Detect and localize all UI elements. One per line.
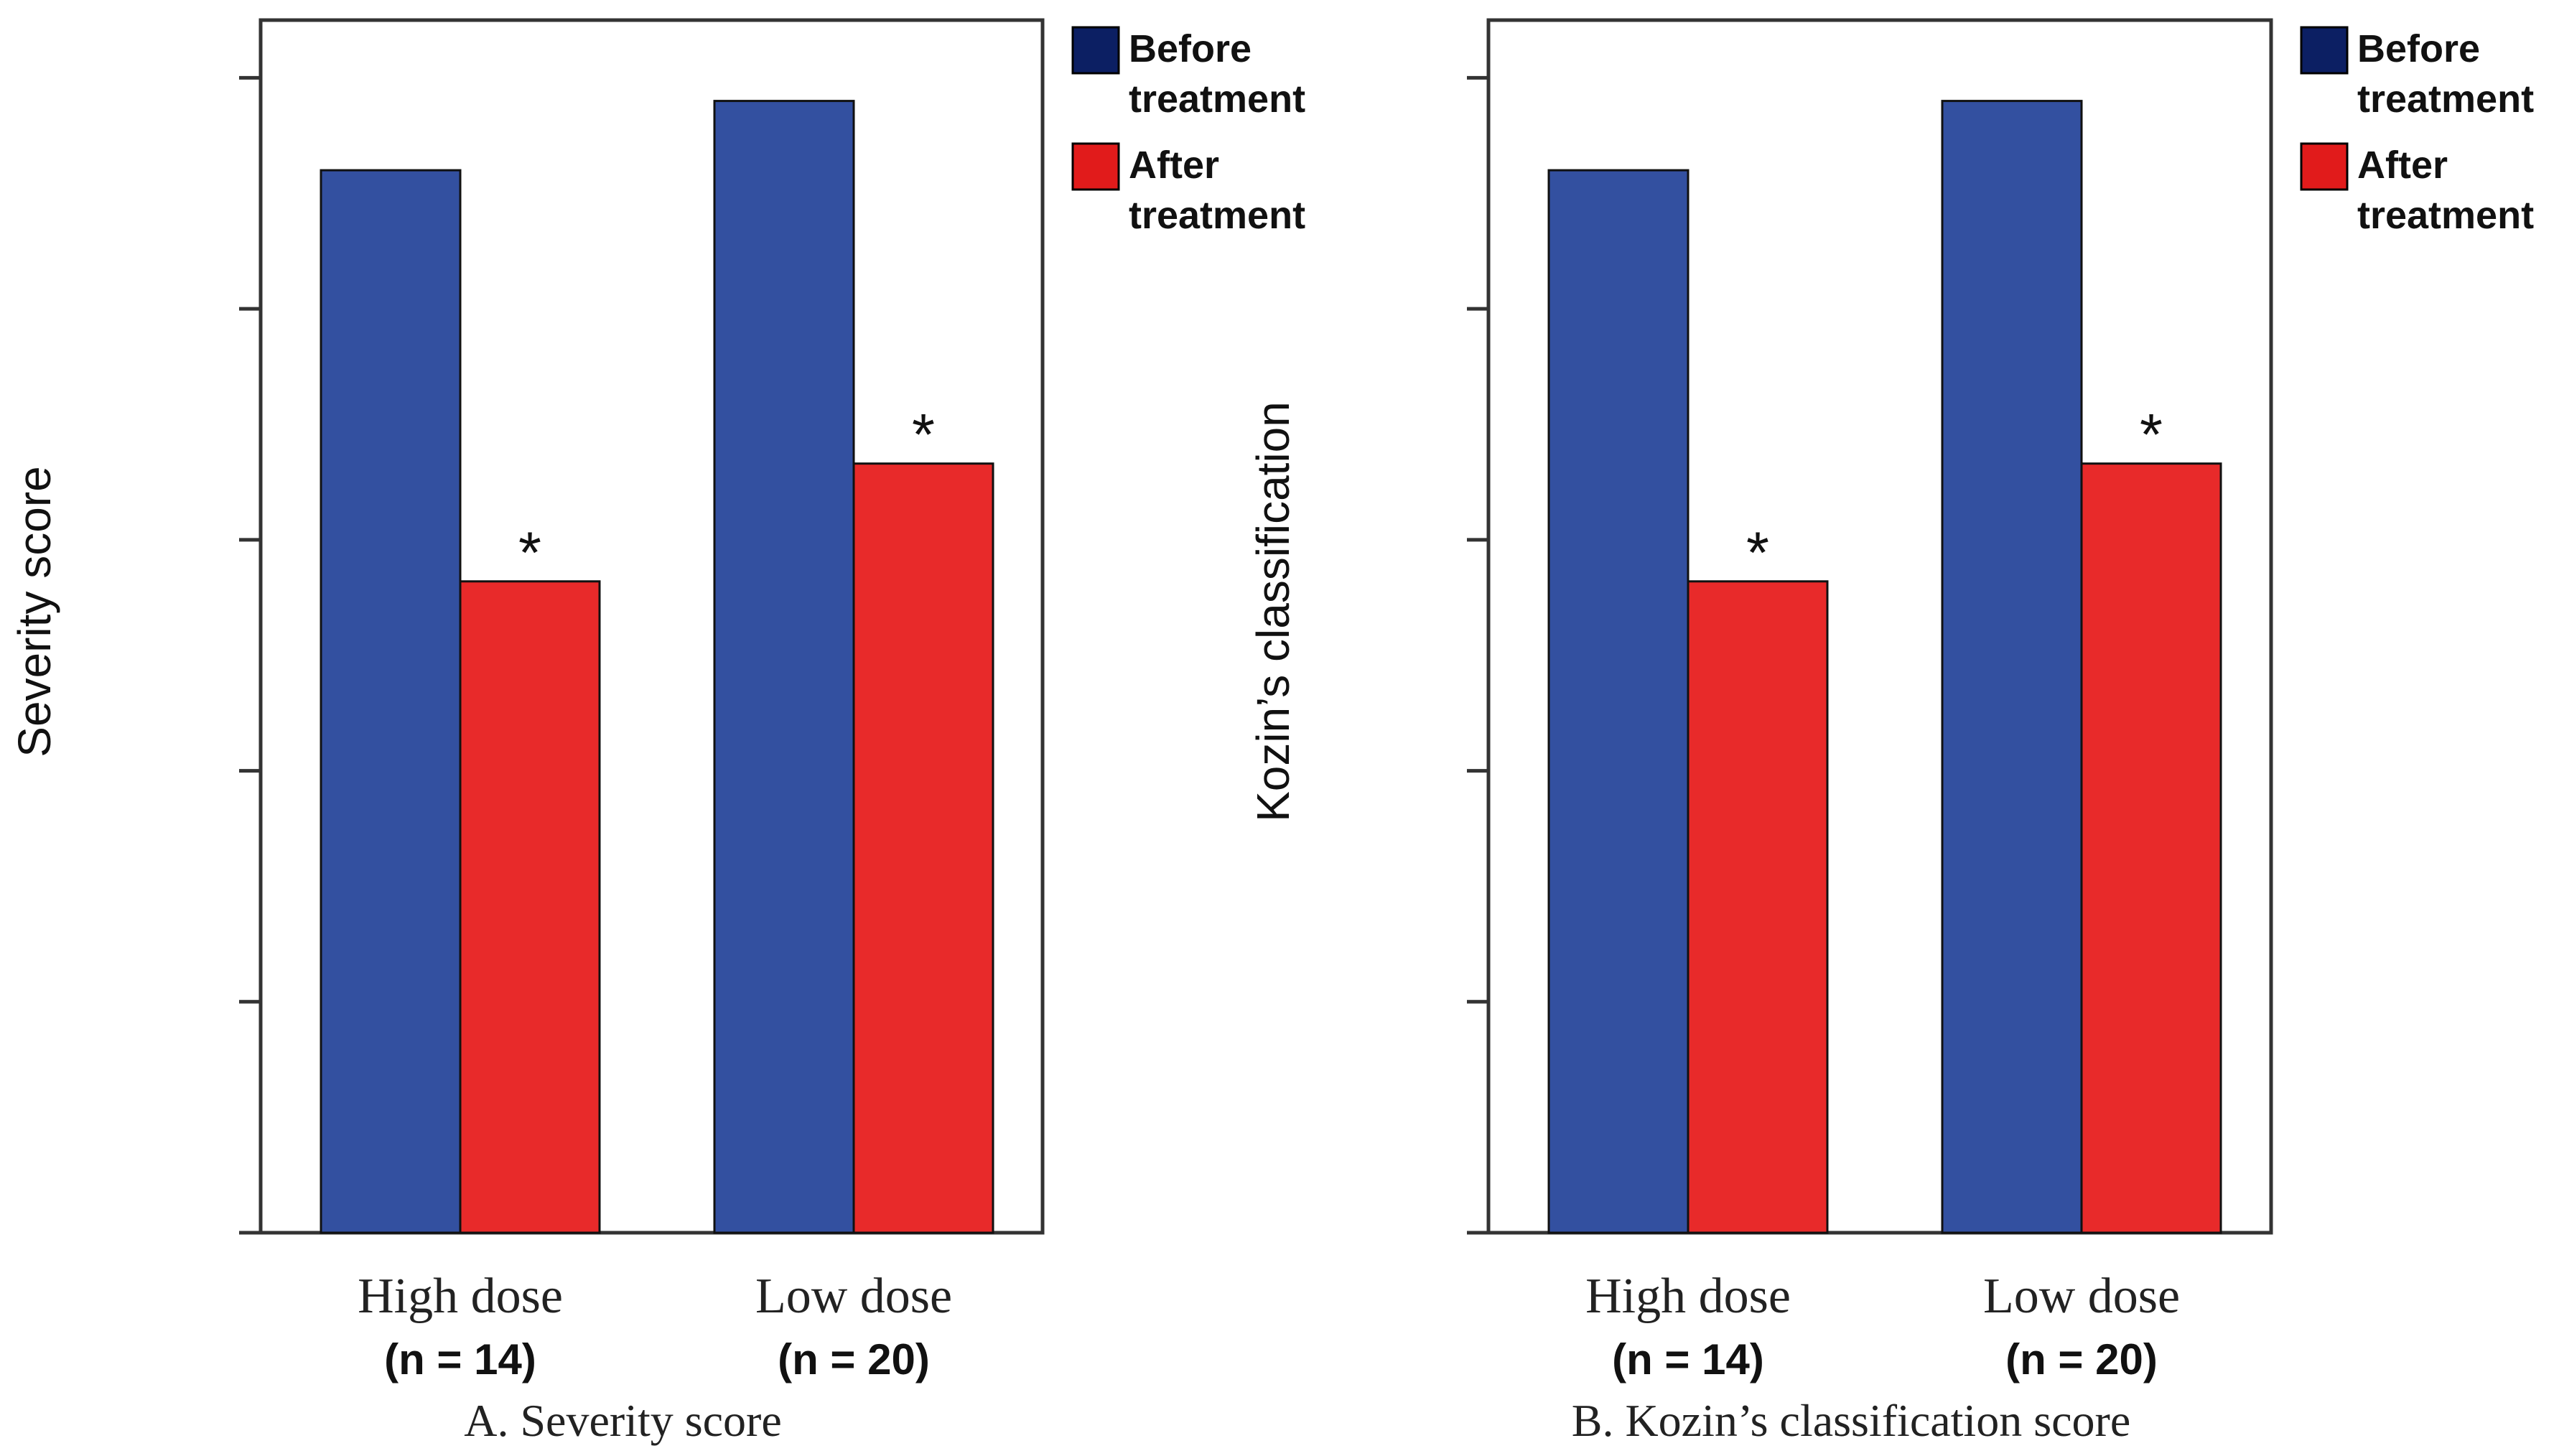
y-axis-label: Kozin’s classification <box>1247 401 1299 822</box>
chart-caption: A. Severity score <box>464 1395 782 1446</box>
legend-label-0: Before <box>1129 27 1252 70</box>
significance-marker: * <box>912 403 935 468</box>
chart-panel-0: * * High dose (n = 14) Low dose (n = 20) A. Se… <box>9 18 1305 1446</box>
x-tick-sublabel: (n = 14) <box>1612 1335 1764 1383</box>
legend-swatch-1 <box>1071 142 1120 191</box>
bar-after-1 <box>2080 462 2222 1234</box>
x-tick-label: Low dose <box>1983 1269 2180 1324</box>
significance-marker: * <box>518 521 541 586</box>
bar-after-0 <box>459 580 601 1234</box>
legend-label-1: treatment <box>2357 194 2534 237</box>
bar-before-1 <box>1941 100 2083 1234</box>
legend-swatch-0 <box>1071 26 1120 75</box>
legend-swatch-1 <box>2300 142 2349 191</box>
bar-after-0 <box>1687 580 1829 1234</box>
legend-label-0: treatment <box>2357 78 2534 121</box>
x-tick-sublabel: (n = 20) <box>2005 1335 2158 1383</box>
legend-label-0: treatment <box>1129 78 1305 121</box>
x-tick-label: Low dose <box>755 1269 952 1324</box>
significance-marker: * <box>1746 521 1769 586</box>
bar-before-1 <box>713 100 855 1234</box>
chart-caption: B. Kozin’s classification score <box>1572 1395 2130 1446</box>
legend-label-1: treatment <box>1129 194 1305 237</box>
plot-frame <box>258 18 1045 1235</box>
chart-panel-1: * * High dose (n = 14) Low dose (n = 20) B. Ko… <box>1247 18 2534 1446</box>
bar-before-0 <box>1547 169 1690 1234</box>
significance-marker: * <box>2140 403 2163 468</box>
x-tick-label: High dose <box>358 1269 563 1324</box>
x-tick-sublabel: (n = 20) <box>778 1335 930 1383</box>
legend-swatch-0 <box>2300 26 2349 75</box>
plot-frame <box>1486 18 2273 1235</box>
x-tick-label: High dose <box>1585 1269 1791 1324</box>
legend-label-1: After <box>2357 144 2448 187</box>
bar-after-1 <box>852 462 994 1234</box>
x-tick-sublabel: (n = 14) <box>384 1335 536 1383</box>
legend-label-0: Before <box>2357 27 2480 70</box>
legend-label-1: After <box>1129 144 1219 187</box>
y-axis-label: Severity score <box>9 466 60 757</box>
bar-before-0 <box>320 169 462 1234</box>
